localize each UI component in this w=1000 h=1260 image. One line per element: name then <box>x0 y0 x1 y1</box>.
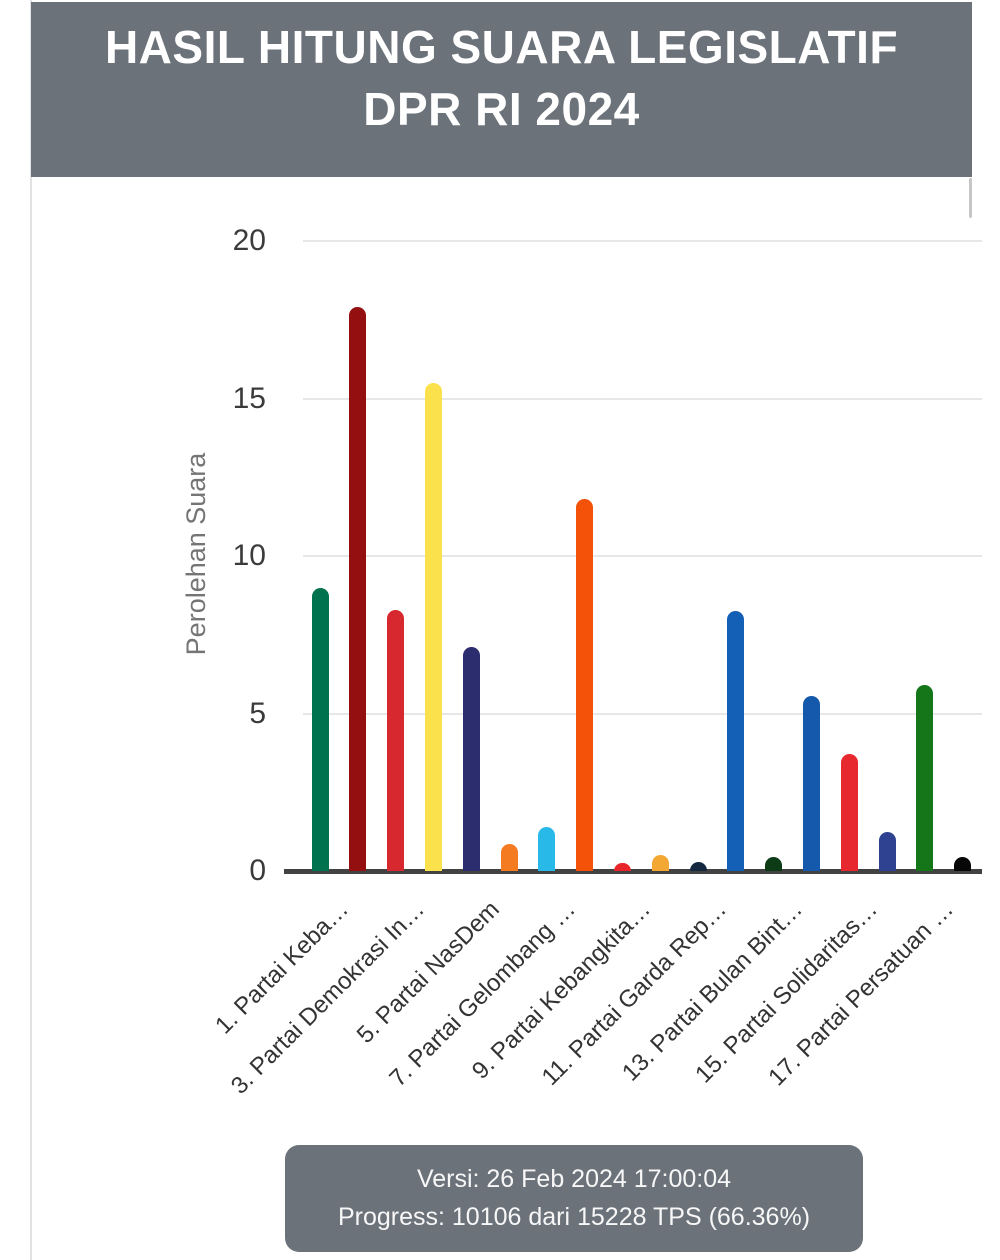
gridline-y-15 <box>303 397 982 400</box>
y-tick-label-5: 5 <box>249 696 266 730</box>
y-tick-label-10: 10 <box>232 539 266 572</box>
bar-13[interactable] <box>765 856 783 871</box>
bar-9[interactable] <box>613 863 631 871</box>
page-title-line2: DPR RI 2024 <box>363 83 640 135</box>
bar-12[interactable] <box>727 611 745 871</box>
y-tick-label-20: 20 <box>232 224 266 257</box>
x-tick-label-11: 11. Partai Garda Rep… <box>536 895 732 1091</box>
x-tick-label-7: 7. Partai Gelombang … <box>384 895 581 1093</box>
version-text: Versi: 26 Feb 2024 17:00:04 <box>416 1165 732 1193</box>
x-axis-line <box>284 869 982 874</box>
x-tick-label-1: 1. Partai Keba… <box>210 895 354 1040</box>
footer-status-box: Versi: 26 Feb 2024 17:00:04 Progress: 10… <box>285 1145 863 1252</box>
x-tick-label-5: 5. Partai NasDem <box>351 895 505 1049</box>
y-tick-label-15: 15 <box>232 381 266 415</box>
bar-15[interactable] <box>840 754 858 871</box>
header-banner: HASIL HITUNG SUARA LEGISLATIF DPR RI 202… <box>31 2 972 177</box>
bar-5[interactable] <box>462 647 480 871</box>
bar-2[interactable] <box>349 307 367 871</box>
bar-10[interactable] <box>651 855 669 871</box>
bar-1[interactable] <box>311 587 329 871</box>
page-title: HASIL HITUNG SUARA LEGISLATIF DPR RI 202… <box>105 16 898 140</box>
gridline-y-5 <box>303 712 982 715</box>
bar-17[interactable] <box>916 685 934 871</box>
card-left-border <box>30 0 32 1260</box>
y-tick-label-0: 0 <box>249 854 266 887</box>
bar-6[interactable] <box>500 844 518 871</box>
bar-16[interactable] <box>878 831 896 871</box>
bar-18[interactable] <box>954 856 972 871</box>
gridline-y-20 <box>303 240 982 242</box>
gridline-y-10 <box>303 555 982 557</box>
scrollbar-thumb[interactable] <box>969 178 972 218</box>
bar-7[interactable] <box>538 826 556 871</box>
bar-3[interactable] <box>387 609 405 871</box>
x-tick-label-3: 3. Partai Demokrasi In… <box>225 895 430 1100</box>
bar-14[interactable] <box>802 696 820 871</box>
x-tick-label-15: 15. Partai Solidaritas… <box>690 895 883 1089</box>
bar-4[interactable] <box>424 382 442 871</box>
x-tick-label-17: 17. Partai Persatuan … <box>763 895 959 1092</box>
bar-8[interactable] <box>576 499 594 871</box>
x-tick-label-13: 13. Partai Bulan Bint… <box>616 895 808 1087</box>
x-tick-label-9: 9. Partai Kebangkita… <box>467 895 657 1085</box>
progress-text: Progress: 10106 dari 15228 TPS (66.36%) <box>337 1203 811 1231</box>
bar-chart: Perolehan Suara 0 5 10 15 20 1. Partai Keba… 3… <box>181 224 982 1100</box>
bar-11[interactable] <box>689 861 707 871</box>
page-title-line1: HASIL HITUNG SUARA LEGISLATIF <box>104 21 899 73</box>
